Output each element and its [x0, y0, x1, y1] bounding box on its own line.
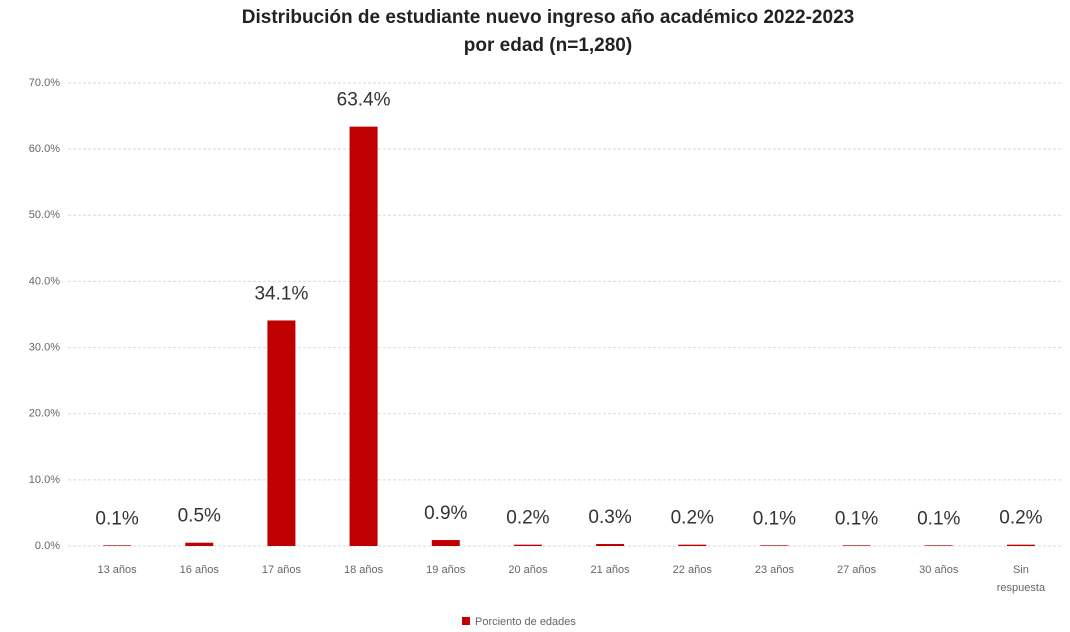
data-label: 0.1%: [95, 508, 138, 529]
data-label: 0.2%: [671, 508, 714, 529]
x-tick-label: 27 años: [837, 564, 877, 576]
x-tick-label: 21 años: [591, 564, 631, 576]
bar: [1006, 544, 1035, 546]
y-tick-label: 40.0%: [29, 275, 60, 287]
data-label: 34.1%: [254, 283, 308, 304]
bar: [513, 544, 542, 546]
y-tick-label: 70.0%: [29, 77, 60, 89]
data-label: 0.2%: [506, 508, 549, 529]
x-tick-label: Sin respuesta: [997, 564, 1046, 594]
y-tick-label: 20.0%: [29, 408, 60, 420]
bar: [431, 540, 460, 546]
x-tick-label: 19 años: [426, 564, 466, 576]
data-label: 0.2%: [999, 508, 1042, 529]
data-label: 0.5%: [178, 506, 221, 527]
data-label: 63.4%: [337, 90, 391, 111]
x-tick-label: 13 años: [98, 564, 138, 576]
legend-swatch: [462, 617, 470, 625]
x-tick-label: 17 años: [262, 564, 302, 576]
x-tick-label: 18 años: [344, 564, 384, 576]
bar: [185, 542, 214, 546]
bar: [103, 545, 132, 546]
data-label: 0.1%: [835, 508, 878, 529]
bar: [842, 545, 871, 546]
y-tick-label: 50.0%: [29, 209, 60, 221]
data-label: 0.3%: [588, 507, 631, 528]
x-tick-label: 23 años: [755, 564, 795, 576]
bar: [596, 544, 625, 546]
x-tick-label: 20 años: [508, 564, 548, 576]
y-tick-label: 60.0%: [29, 143, 60, 155]
legend-label: Porciento de edades: [475, 616, 576, 628]
data-label: 0.1%: [917, 508, 960, 529]
x-tick-label: 30 años: [919, 564, 959, 576]
x-tick-label: 16 años: [180, 564, 220, 576]
data-label: 0.1%: [753, 508, 796, 529]
bar: [678, 544, 707, 546]
x-tick-label: 22 años: [673, 564, 713, 576]
bar: [267, 320, 296, 546]
y-tick-label: 10.0%: [29, 474, 60, 486]
y-tick-label: 0.0%: [35, 540, 60, 552]
chart-title: Distribución de estudiante nuevo ingreso…: [242, 7, 854, 28]
y-tick-label: 30.0%: [29, 341, 60, 353]
bar: [760, 545, 789, 546]
bar: [349, 126, 378, 546]
data-label: 0.9%: [424, 503, 467, 524]
bar: [924, 545, 953, 546]
chart-title: por edad (n=1,280): [464, 35, 632, 56]
